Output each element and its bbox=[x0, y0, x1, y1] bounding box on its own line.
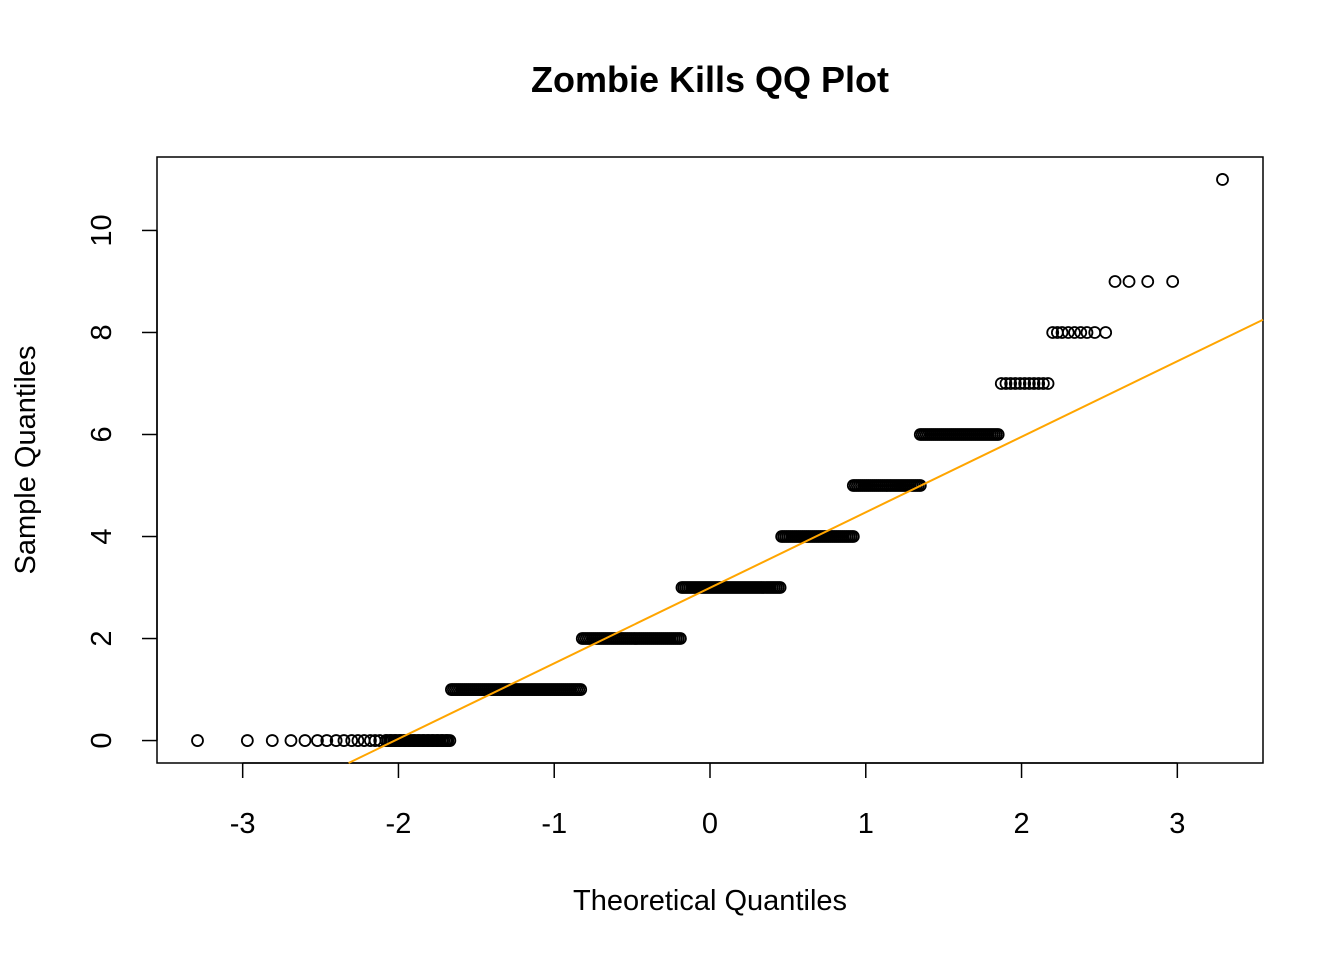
data-point bbox=[913, 479, 927, 492]
data-point bbox=[320, 734, 334, 747]
data-point bbox=[337, 734, 351, 747]
data-point bbox=[1008, 377, 1022, 390]
data-point bbox=[240, 734, 254, 747]
y-axis: 0 2 4 6 8 10 bbox=[86, 214, 158, 749]
data-point bbox=[191, 734, 204, 747]
x-tick-label: -3 bbox=[230, 808, 256, 840]
data-point bbox=[1099, 326, 1113, 339]
data-point bbox=[1055, 326, 1069, 339]
data-point bbox=[1122, 275, 1136, 288]
x-tick-label: 1 bbox=[858, 808, 874, 840]
data-point bbox=[412, 734, 426, 747]
data-point bbox=[1027, 377, 1041, 390]
data-point bbox=[1022, 377, 1036, 390]
data-point bbox=[1041, 377, 1055, 390]
data-point bbox=[1046, 326, 1060, 339]
data-point bbox=[991, 428, 1005, 441]
data-point bbox=[311, 734, 324, 747]
data-point bbox=[1004, 377, 1018, 390]
reference-line bbox=[348, 318, 1264, 764]
data-point bbox=[773, 581, 787, 594]
data-point bbox=[345, 734, 359, 747]
y-tick-label: 2 bbox=[86, 630, 118, 646]
data-point bbox=[421, 734, 435, 747]
x-tick-label: -2 bbox=[386, 808, 412, 840]
data-point bbox=[440, 734, 454, 747]
data-point bbox=[426, 734, 440, 747]
data-point bbox=[402, 734, 416, 747]
data-point bbox=[846, 530, 860, 543]
data-point bbox=[388, 734, 402, 747]
data-point bbox=[1166, 275, 1180, 288]
x-tick-label: 3 bbox=[1169, 808, 1185, 840]
data-point bbox=[379, 734, 393, 747]
data-point bbox=[1074, 326, 1088, 339]
data-point bbox=[407, 734, 421, 747]
data-point bbox=[1032, 377, 1046, 390]
y-tick-label: 4 bbox=[86, 528, 118, 544]
data-point bbox=[574, 683, 588, 696]
x-axis: -3 -2 -1 0 1 2 3 bbox=[230, 762, 1185, 840]
data-point bbox=[999, 377, 1013, 390]
data-point bbox=[351, 734, 365, 747]
data-point bbox=[1061, 326, 1075, 339]
data-point bbox=[430, 734, 444, 747]
data-point bbox=[416, 734, 430, 747]
data-point bbox=[1141, 275, 1155, 288]
data-point bbox=[1108, 275, 1122, 288]
x-tick-label: -1 bbox=[541, 808, 567, 840]
chart-title: Zombie Kills QQ Plot bbox=[531, 59, 889, 100]
data-point bbox=[994, 377, 1008, 390]
data-point bbox=[1036, 377, 1050, 390]
x-axis-label: Theoretical Quantiles bbox=[573, 885, 847, 917]
data-point bbox=[284, 734, 298, 747]
data-point bbox=[298, 734, 312, 747]
y-tick-label: 0 bbox=[86, 732, 118, 748]
data-point bbox=[1088, 326, 1102, 339]
y-tick-label: 6 bbox=[86, 426, 118, 442]
data-point bbox=[329, 734, 343, 747]
data-point bbox=[364, 734, 377, 747]
data-point bbox=[1080, 326, 1094, 339]
x-tick-label: 0 bbox=[702, 808, 718, 840]
y-axis-label: Sample Quantiles bbox=[10, 346, 42, 575]
data-point bbox=[435, 734, 449, 747]
plot-frame bbox=[156, 156, 1264, 764]
data-point bbox=[1018, 377, 1032, 390]
x-tick-label: 2 bbox=[1013, 808, 1029, 840]
data-point bbox=[1068, 326, 1081, 339]
y-tick-label: 8 bbox=[86, 324, 118, 340]
data-point bbox=[1216, 173, 1229, 186]
data-point bbox=[1013, 377, 1027, 390]
sample-points bbox=[191, 173, 1229, 747]
data-point bbox=[265, 734, 279, 747]
y-tick-label: 10 bbox=[86, 214, 118, 246]
data-point bbox=[674, 632, 687, 645]
